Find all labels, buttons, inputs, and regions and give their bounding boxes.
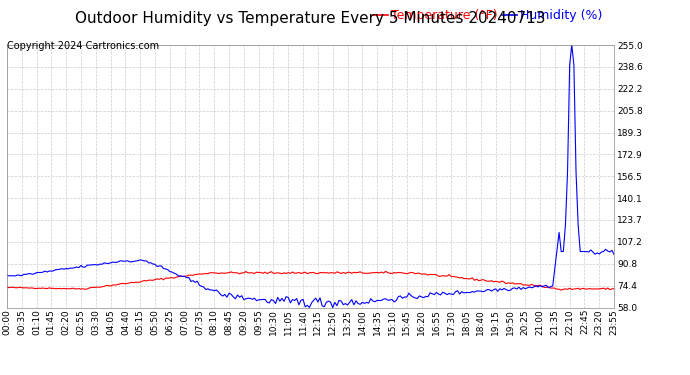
Legend: Temperature (°F), Humidity (%): Temperature (°F), Humidity (%) — [368, 4, 608, 27]
Text: Copyright 2024 Cartronics.com: Copyright 2024 Cartronics.com — [7, 41, 159, 51]
Text: Outdoor Humidity vs Temperature Every 5 Minutes 20240713: Outdoor Humidity vs Temperature Every 5 … — [75, 11, 546, 26]
